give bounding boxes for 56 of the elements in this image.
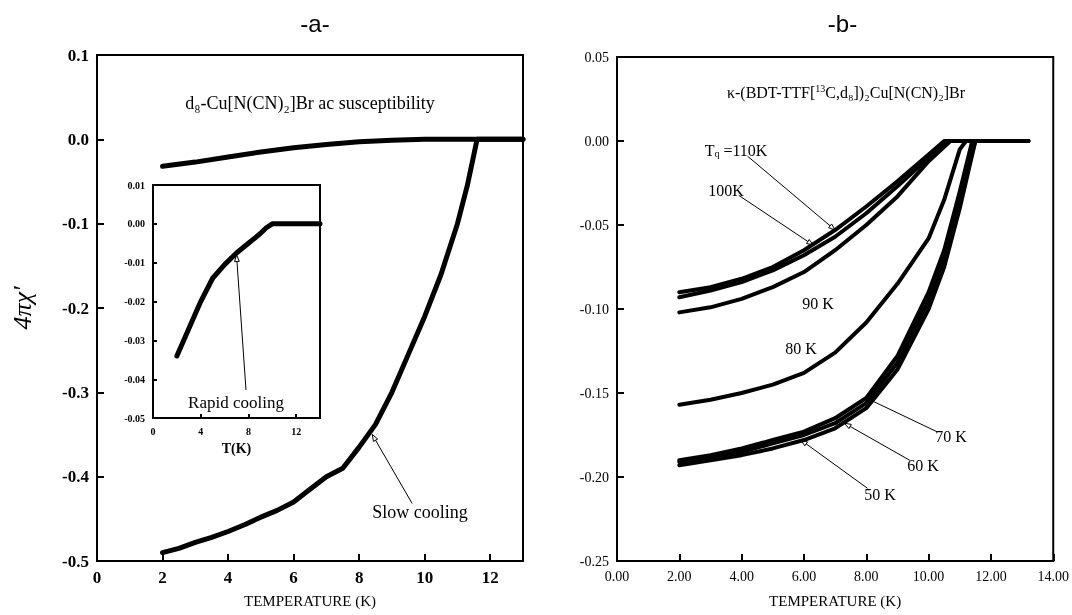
y-tick-label: -0.20 — [579, 469, 609, 485]
y-tick-label: -0.02 — [124, 296, 145, 308]
y-tick-label: -0.5 — [62, 551, 89, 571]
chart-title: -b- — [827, 9, 858, 37]
annotation: Slow cooling — [372, 502, 468, 522]
x-tick-label: 12 — [291, 425, 302, 437]
y-tick-label: 0.01 — [127, 179, 145, 191]
annotation: 60 K — [907, 456, 940, 474]
y-axis-title: 4πχ' — [7, 286, 37, 330]
y-tick-label: -0.3 — [62, 382, 89, 402]
y-tick-label: 0.00 — [127, 218, 145, 230]
x-axis-title: TEMPERATURE (K) — [769, 592, 902, 610]
annotation: 50 K — [864, 485, 897, 503]
y-tick-label: 0.0 — [67, 129, 89, 149]
y-tick-label: -0.1 — [62, 214, 89, 234]
y-tick-label: -0.4 — [62, 467, 90, 487]
y-tick-label: -0.10 — [579, 301, 609, 317]
x-tick-label: 12 — [481, 568, 499, 587]
x-tick-label: 8 — [354, 568, 364, 587]
annotation: 70 K — [935, 427, 968, 445]
y-tick-label: -0.01 — [124, 257, 145, 269]
annotation: Tq =110K — [704, 141, 768, 159]
y-tick-label: -0.03 — [124, 334, 145, 346]
y-tick-label: -0.05 — [579, 217, 609, 233]
x-axis-title: T(K) — [221, 440, 252, 457]
y-tick-label: -0.25 — [579, 553, 609, 569]
x-tick-label: 4 — [223, 568, 233, 587]
annotation: 100K — [708, 181, 745, 199]
y-tick-label: 0.1 — [67, 45, 89, 65]
x-tick-label: 10.00 — [912, 568, 945, 584]
x-tick-label: 12.00 — [975, 568, 1007, 584]
x-tick-label: 4.00 — [729, 568, 754, 584]
x-tick-label: 6.00 — [791, 568, 817, 584]
chart-title: -a- — [300, 9, 330, 37]
y-tick-label: -0.05 — [124, 412, 145, 424]
x-tick-label: 14.00 — [1037, 568, 1069, 584]
x-tick-label: 8.00 — [854, 568, 879, 584]
y-tick-label: -0.04 — [124, 373, 145, 385]
y-tick-label: 0.05 — [584, 49, 609, 65]
x-tick-label: 10 — [416, 568, 434, 587]
x-tick-label: 6 — [289, 568, 298, 587]
y-tick-label: -0.2 — [62, 298, 89, 318]
x-axis-title: TEMPERATURE (K) — [243, 592, 377, 610]
y-tick-label: 0.00 — [584, 133, 609, 149]
x-tick-label: 0 — [92, 568, 102, 587]
annotation: Rapid cooling — [188, 392, 285, 412]
annotation: 80 K — [785, 339, 818, 357]
x-tick-label: 0 — [150, 425, 156, 437]
y-tick-label: -0.15 — [579, 385, 609, 401]
x-tick-label: 2 — [158, 568, 167, 587]
annotation: d₈-Cu[N(CN)₂]Br ac susceptibility — [185, 93, 435, 114]
x-tick-label: 4 — [198, 425, 204, 437]
annotation: 90 K — [802, 294, 835, 312]
x-tick-label: 2.00 — [667, 568, 692, 584]
x-tick-label: 0.00 — [604, 568, 630, 584]
x-tick-label: 8 — [245, 425, 251, 437]
